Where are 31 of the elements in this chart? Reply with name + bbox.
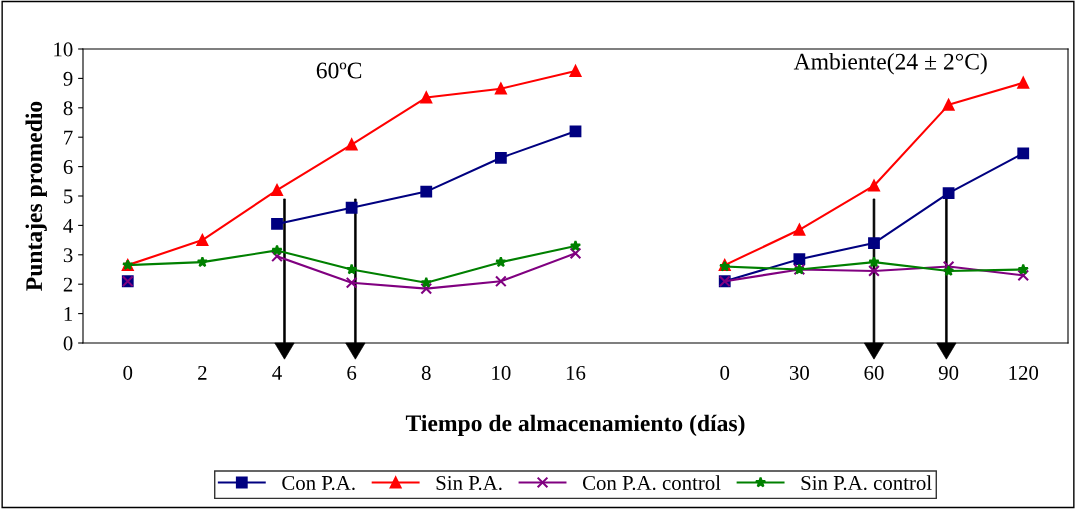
y-tick-label: 9 <box>63 71 73 86</box>
y-axis-title: Puntajes promedio <box>25 101 47 291</box>
y-tick-label: 7 <box>64 130 73 145</box>
y-tick-label: 6 <box>63 160 73 175</box>
annotation: 60ºC <box>316 62 362 79</box>
y-tick-label: 1 <box>64 307 73 321</box>
x-tick-label: 0 <box>720 365 730 380</box>
x-tick-label: 2 <box>198 365 207 380</box>
x-tick-label: 90 <box>938 365 959 380</box>
legend-label: Sin P.A. <box>436 475 502 491</box>
x-tick-label: 120 <box>1009 365 1039 380</box>
y-tick-label: 10 <box>54 42 73 57</box>
y-tick-label: 5 <box>64 189 73 204</box>
x-tick-label: 10 <box>492 365 511 380</box>
x-axis-title: Tiempo de almacenamiento (días) <box>405 414 745 437</box>
y-tick-label: 8 <box>63 101 73 116</box>
y-tick-label: 4 <box>63 218 73 233</box>
legend-label: Sin P.A. control <box>801 475 932 491</box>
legend-label: Con P.A. control <box>582 475 721 491</box>
x-tick-label: 16 <box>566 365 586 380</box>
legend-label: Con P.A. <box>282 475 355 491</box>
x-tick-label: 8 <box>421 365 431 380</box>
x-tick-label: 4 <box>272 365 282 380</box>
x-tick-label: 30 <box>789 365 809 380</box>
x-tick-label: 6 <box>347 365 357 380</box>
annotation: Ambiente(24 ± 2°C) <box>793 52 987 75</box>
y-tick-label: 3 <box>63 248 73 263</box>
x-tick-label: 60 <box>864 365 884 380</box>
y-tick-label: 2 <box>63 277 73 292</box>
y-tick-label: 0 <box>63 336 73 351</box>
x-tick-label: 0 <box>123 365 133 380</box>
